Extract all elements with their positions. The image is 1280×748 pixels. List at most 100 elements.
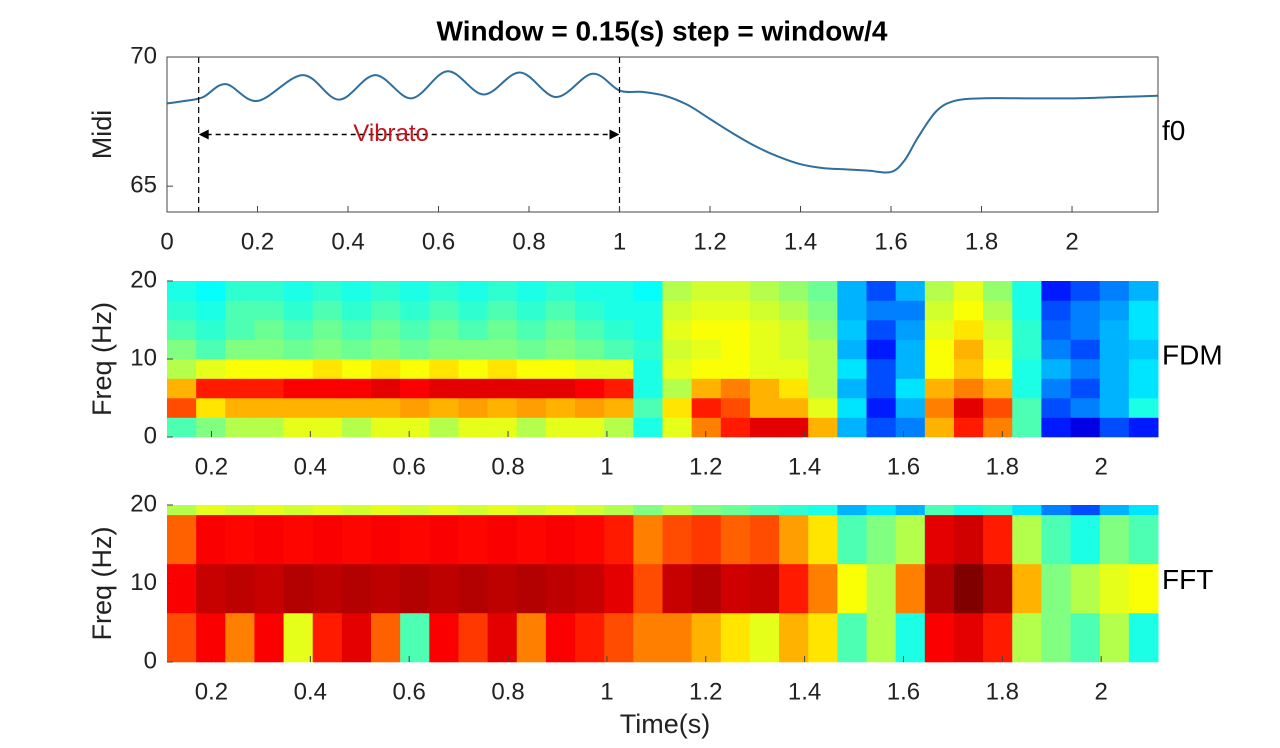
heat-cell	[953, 514, 984, 565]
heat-cell	[516, 612, 547, 663]
heat-cell	[341, 339, 372, 360]
x-tick-label: 1	[600, 453, 613, 480]
heat-cell	[458, 514, 489, 565]
heat-cell	[808, 398, 838, 418]
heat-cell	[604, 398, 634, 418]
heat-cell	[312, 378, 343, 399]
heat-cell	[1041, 612, 1072, 663]
heat-cell	[895, 281, 926, 301]
heat-cell	[283, 612, 314, 663]
heat-cell	[604, 300, 634, 321]
heat-cell	[837, 514, 868, 565]
heat-cell	[371, 563, 401, 614]
heat-cell	[953, 563, 984, 614]
heat-cell	[371, 300, 401, 321]
heat-cell	[1128, 514, 1159, 565]
heat-cell	[983, 563, 1013, 614]
heat-cell	[720, 514, 751, 565]
heat-cell	[983, 612, 1013, 663]
heat-cell	[895, 505, 926, 516]
heat-cell	[196, 300, 226, 321]
heat-cell	[953, 417, 984, 438]
heat-cell	[1099, 378, 1130, 399]
heat-cell	[633, 339, 663, 360]
heat-cell	[283, 514, 314, 565]
y-tick-label: 65	[130, 172, 157, 199]
heat-cell	[604, 359, 634, 379]
heat-cell	[1041, 339, 1072, 360]
heat-cell	[1041, 398, 1072, 418]
heat-cell	[371, 398, 401, 418]
heat-cell	[1070, 378, 1101, 399]
heat-cell	[575, 514, 605, 565]
heat-cell	[458, 398, 489, 418]
heat-cell	[779, 378, 809, 399]
heat-cell	[254, 612, 285, 663]
heat-cell	[837, 359, 868, 379]
heat-cell	[924, 612, 955, 663]
heat-cell	[895, 563, 926, 614]
heat-cell	[779, 563, 809, 614]
heat-cell	[866, 281, 897, 301]
heat-cell	[341, 398, 372, 418]
heat-cell	[633, 563, 663, 614]
x-tick-label: 1.6	[874, 228, 907, 255]
x-tick-label: 0.8	[491, 678, 524, 705]
y-tick-label: 10	[130, 569, 157, 596]
heat-cell	[633, 281, 663, 301]
heat-cell	[400, 514, 430, 565]
heat-cell	[312, 417, 343, 438]
heat-cell	[487, 378, 518, 399]
heat-cell	[808, 514, 838, 565]
heat-cell	[400, 505, 430, 516]
heat-cell	[400, 320, 430, 340]
heat-cell	[720, 417, 751, 438]
heat-cell	[1012, 417, 1042, 438]
heat-cell	[779, 320, 809, 340]
heat-cell	[400, 398, 430, 418]
heat-cell	[749, 281, 780, 301]
x-tick-label: 2	[1094, 453, 1107, 480]
heat-cell	[312, 398, 343, 418]
heat-cell	[516, 300, 547, 321]
heat-cell	[749, 612, 780, 663]
heat-cell	[924, 514, 955, 565]
heat-cell	[196, 417, 226, 438]
heat-cell	[167, 563, 197, 614]
heat-cell	[196, 339, 226, 360]
y-tick-label: 70	[130, 42, 157, 69]
heat-cell	[312, 339, 343, 360]
heat-cell	[429, 398, 459, 418]
heat-cell	[458, 300, 489, 321]
heat-cell	[720, 339, 751, 360]
heat-cell	[808, 563, 838, 614]
x-tick-label: 0.4	[294, 678, 327, 705]
heat-cell	[312, 281, 343, 301]
heat-cell	[254, 398, 285, 418]
heat-cell	[895, 378, 926, 399]
heat-cell	[604, 339, 634, 360]
heat-cell	[487, 505, 518, 516]
heat-cell	[749, 505, 780, 516]
heat-cell	[924, 563, 955, 614]
heat-cell	[662, 398, 693, 418]
x-tick-label: 0.8	[512, 228, 545, 255]
heat-cell	[371, 320, 401, 340]
heat-cell	[429, 339, 459, 360]
heat-cell	[983, 514, 1013, 565]
heat-cell	[225, 320, 255, 340]
heat-cell	[1070, 359, 1101, 379]
heat-cell	[808, 359, 838, 379]
heat-cell	[662, 320, 693, 340]
heat-cell	[225, 398, 255, 418]
heat-cell	[1099, 359, 1130, 379]
x-tick-label: 1.2	[689, 453, 722, 480]
heat-cell	[1128, 612, 1159, 663]
annotation-label: Vibrato	[353, 120, 429, 147]
heat-cell	[283, 505, 314, 516]
y-axis-label: Midi	[87, 110, 117, 160]
x-tick-label: 1.8	[986, 678, 1019, 705]
heat-cell	[254, 378, 285, 399]
heat-cell	[1099, 514, 1130, 565]
